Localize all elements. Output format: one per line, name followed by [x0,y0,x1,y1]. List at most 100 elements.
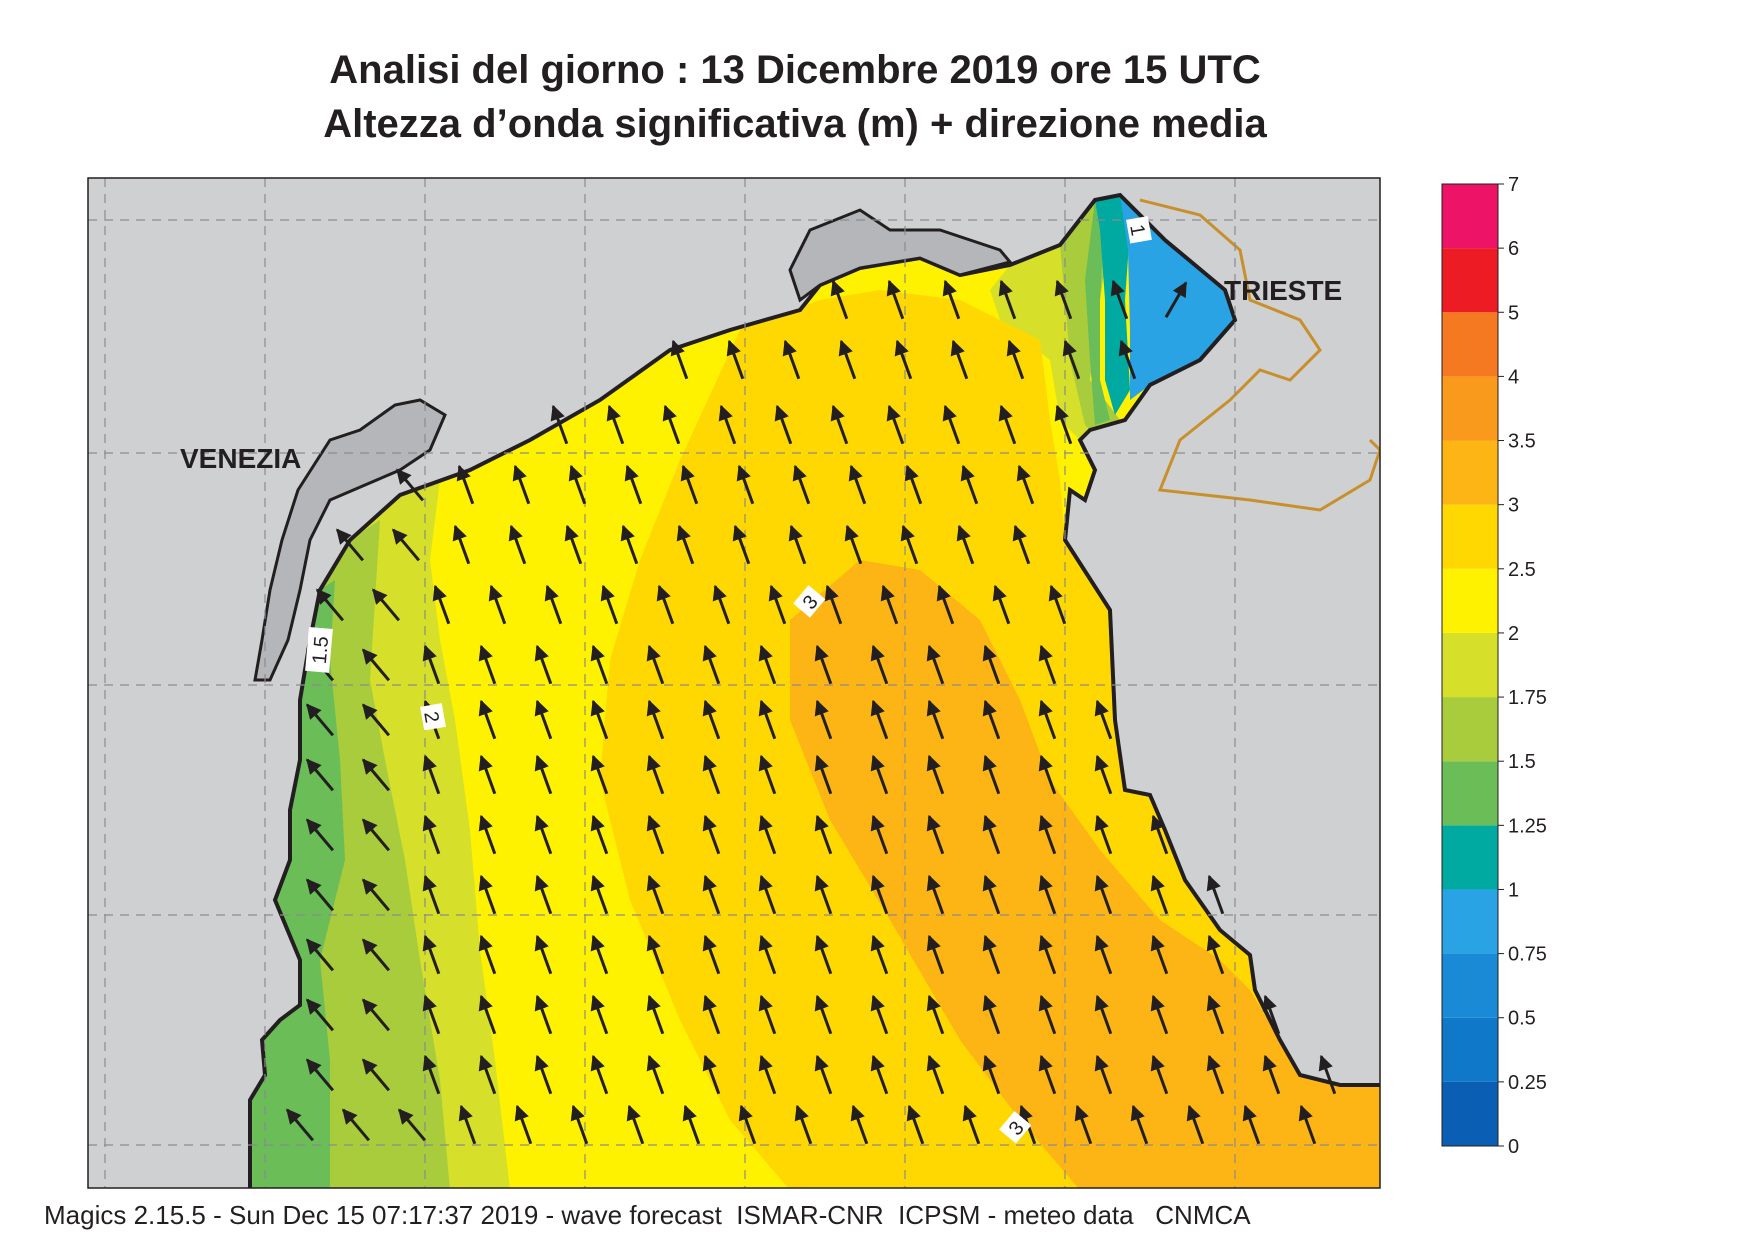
trieste-label: TRIESTE [1224,275,1342,306]
band-125 [250,580,345,1188]
direction-arrow [982,644,1001,685]
direction-arrow [620,524,639,565]
colorbar-swatch [1442,248,1498,313]
direction-arrow [712,584,731,625]
direction-arrow [982,994,1001,1035]
direction-arrow [880,584,899,625]
colorbar-label: 0.75 [1508,944,1547,966]
direction-arrow [285,1108,315,1142]
colorbar-label: 1.75 [1508,687,1547,709]
direction-arrow [341,1108,371,1142]
direction-arrow [982,754,1001,795]
direction-arrow [432,584,451,625]
direction-arrow [1038,814,1057,855]
direction-arrow [564,524,583,565]
direction-arrow [998,404,1017,445]
direction-arrow [534,994,553,1035]
direction-arrow [814,1054,833,1095]
direction-arrow [702,699,721,740]
direction-arrow [814,754,833,795]
direction-arrow [1206,874,1225,915]
direction-arrow [590,874,609,915]
direction-arrow [926,1054,945,1095]
direction-arrow [305,998,335,1032]
direction-arrow [960,464,979,505]
direction-arrow [1206,934,1225,975]
direction-arrow [758,754,777,795]
direction-arrow [814,994,833,1035]
direction-arrow [1118,339,1137,380]
direction-arrow [361,1058,391,1092]
direction-arrow [926,934,945,975]
direction-arrow [391,528,421,562]
direction-arrow [814,699,833,740]
direction-arrow [458,1104,477,1145]
direction-arrow [361,703,391,737]
colorbar-label: 0 [1508,1136,1519,1158]
direction-arrow [758,934,777,975]
direction-arrow [305,1058,335,1092]
direction-arrow [590,699,609,740]
direction-arrow [590,644,609,685]
direction-arrow [361,998,391,1032]
direction-arrow [1038,644,1057,685]
direction-arrow [726,339,745,380]
direction-arrow [646,814,665,855]
direction-arrow [1130,1104,1149,1145]
national-border [1139,198,1380,512]
direction-arrow [904,464,923,505]
direction-arrow [534,699,553,740]
direction-arrow [830,404,849,445]
direction-arrow [395,468,425,502]
direction-arrow [936,584,955,625]
direction-arrow [1038,699,1057,740]
colorbar-label: 1.5 [1508,751,1536,773]
direction-arrow [870,934,889,975]
direction-arrow [758,814,777,855]
direction-arrow [926,754,945,795]
grado-lagoon [788,208,1013,303]
direction-arrow [508,524,527,565]
direction-arrow [926,874,945,915]
band-1-ne [1095,195,1130,415]
direction-arrow [982,934,1001,975]
direction-arrow [732,524,751,565]
direction-arrow [422,644,441,685]
colorbar-label: 0.25 [1508,1072,1547,1094]
direction-arrow [422,874,441,915]
contour-label-15: 1.5 [305,626,333,673]
direction-arrow [606,404,625,445]
colorbar-swatch [1442,632,1498,698]
direction-arrow [814,874,833,915]
colorbar-label: 3.5 [1508,431,1536,453]
direction-arrow [1038,874,1057,915]
direction-arrow [886,404,905,445]
colorbar-label: 6 [1508,238,1519,260]
direction-arrow [1186,1104,1205,1145]
direction-arrow [478,644,497,685]
colorbar-swatch [1442,376,1498,441]
colorbar-label: 2 [1508,623,1519,645]
direction-arrow [942,404,961,445]
svg-text:2: 2 [419,710,443,725]
direction-arrow [848,464,867,505]
direction-arrow [788,524,807,565]
direction-arrow [600,584,619,625]
colorbar-swatch [1442,889,1498,954]
direction-arrow [962,1104,981,1145]
direction-arrow [1048,584,1067,625]
direction-arrow [646,874,665,915]
direction-arrow [792,464,811,505]
direction-arrow [590,814,609,855]
direction-arrow [590,994,609,1035]
direction-arrow [662,404,681,445]
colorbar-swatch [1442,825,1498,890]
direction-arrow [870,644,889,685]
direction-arrow [926,994,945,1035]
direction-arrow [305,938,335,972]
colorbar-label: 0.5 [1508,1008,1536,1030]
direction-arrow [422,814,441,855]
direction-arrow [738,1104,757,1145]
direction-arrow [926,814,945,855]
direction-arrow [422,934,441,975]
